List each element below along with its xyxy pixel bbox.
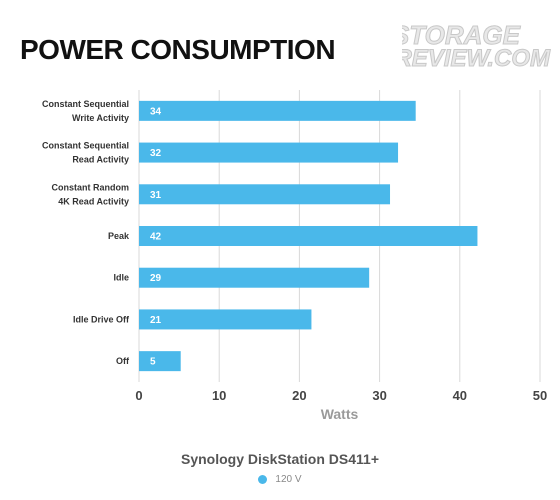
legend-swatch bbox=[258, 475, 268, 484]
page-title: POWER CONSUMPTION bbox=[20, 34, 336, 65]
category-label: Read Activity bbox=[72, 155, 129, 165]
category-label: Constant Random bbox=[52, 182, 130, 192]
category-label: Constant Sequential bbox=[42, 141, 129, 151]
bar bbox=[139, 184, 391, 205]
bar bbox=[139, 267, 370, 288]
bar bbox=[139, 351, 181, 372]
legend-label: 120 V bbox=[275, 474, 302, 485]
x-tick-label: 50 bbox=[533, 388, 547, 403]
bar-value-label: 34 bbox=[150, 106, 162, 117]
bar-value-label: 29 bbox=[150, 273, 162, 284]
logo-line1: STORAGE bbox=[402, 20, 521, 50]
bar bbox=[139, 100, 416, 121]
x-tick-label: 40 bbox=[453, 388, 467, 403]
legend-title: Synology DiskStation DS411+ bbox=[180, 451, 379, 467]
category-label: 4K Read Activity bbox=[58, 196, 129, 206]
bar-chart: 0 10 20 30 40 50 Watts 34 Constant Sequential Wri… bbox=[42, 90, 547, 422]
x-tick-label: 20 bbox=[292, 388, 306, 403]
category-label: Idle bbox=[113, 273, 129, 283]
category-label: Write Activity bbox=[72, 113, 129, 123]
bar-value-label: 5 bbox=[150, 357, 156, 368]
category-label: Peak bbox=[108, 231, 130, 241]
bar-value-label: 42 bbox=[150, 232, 162, 243]
legend-item: 120 V bbox=[0, 474, 560, 485]
bar bbox=[139, 142, 399, 163]
bar-value-label: 21 bbox=[150, 315, 162, 326]
category-label: Off bbox=[116, 356, 130, 366]
bar bbox=[139, 226, 478, 246]
storagereview-logo: STORAGE REVIEW.COM bbox=[402, 20, 552, 73]
bar-value-label: 32 bbox=[150, 148, 162, 159]
x-tick-label: 10 bbox=[212, 388, 226, 403]
bar-value-label: 31 bbox=[150, 190, 162, 201]
logo-line2: REVIEW.COM bbox=[402, 45, 551, 72]
x-axis-title: Watts bbox=[321, 406, 359, 422]
x-tick-label: 30 bbox=[372, 388, 386, 403]
category-label: Constant Sequential bbox=[42, 99, 129, 109]
category-label: Idle Drive Off bbox=[73, 314, 130, 324]
x-tick-label: 0 bbox=[135, 388, 142, 403]
bar bbox=[139, 309, 312, 330]
